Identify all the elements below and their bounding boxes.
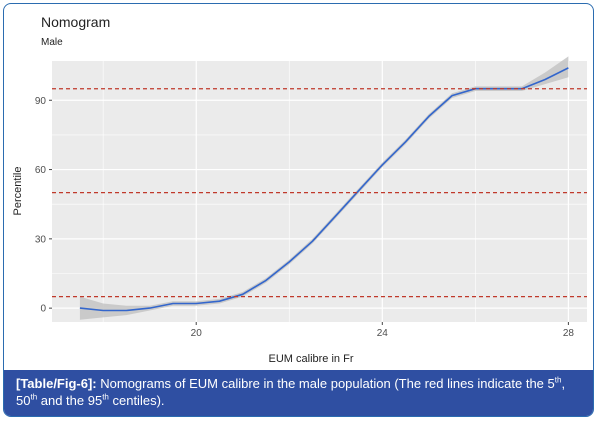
figure-frame: Nomogram Male 20 24 28 0 30 60 90 EUM calibre … xyxy=(3,3,594,417)
x-tick-label: 20 xyxy=(191,328,203,339)
plot-area: 20 24 28 0 30 60 90 xyxy=(35,56,587,339)
figure-caption: [Table/Fig-6]: Nomograms of EUM calibre … xyxy=(4,370,593,416)
caption-text-4: centiles). xyxy=(108,393,165,408)
chart-subtitle: Male xyxy=(41,37,63,48)
caption-label: [Table/Fig-6]: xyxy=(16,376,97,391)
y-tick-label: 0 xyxy=(40,304,46,315)
caption-sup-2: th xyxy=(30,392,38,402)
x-tick-label: 24 xyxy=(377,328,389,339)
x-tick-label: 28 xyxy=(563,328,575,339)
y-tick-label: 60 xyxy=(35,165,47,176)
x-axis-label: EUM calibre in Fr xyxy=(269,353,354,365)
chart: Nomogram Male 20 24 28 0 30 60 90 EUM calibre … xyxy=(4,4,593,366)
caption-text-1: Nomograms of EUM calibre in the male pop… xyxy=(96,376,555,391)
plot-panel xyxy=(52,61,587,322)
y-tick-label: 30 xyxy=(35,234,47,245)
chart-title: Nomogram xyxy=(41,14,110,30)
caption-text-2: , 50 xyxy=(16,376,566,408)
y-axis-label: Percentile xyxy=(12,167,24,216)
caption-sup-1: th xyxy=(554,375,562,385)
caption-text-3: and the 95 xyxy=(37,393,103,408)
caption-sup-3: th xyxy=(102,392,109,402)
chart-svg: Nomogram Male 20 24 28 0 30 60 90 EUM calibre … xyxy=(12,14,587,365)
y-tick-label: 90 xyxy=(35,96,47,107)
